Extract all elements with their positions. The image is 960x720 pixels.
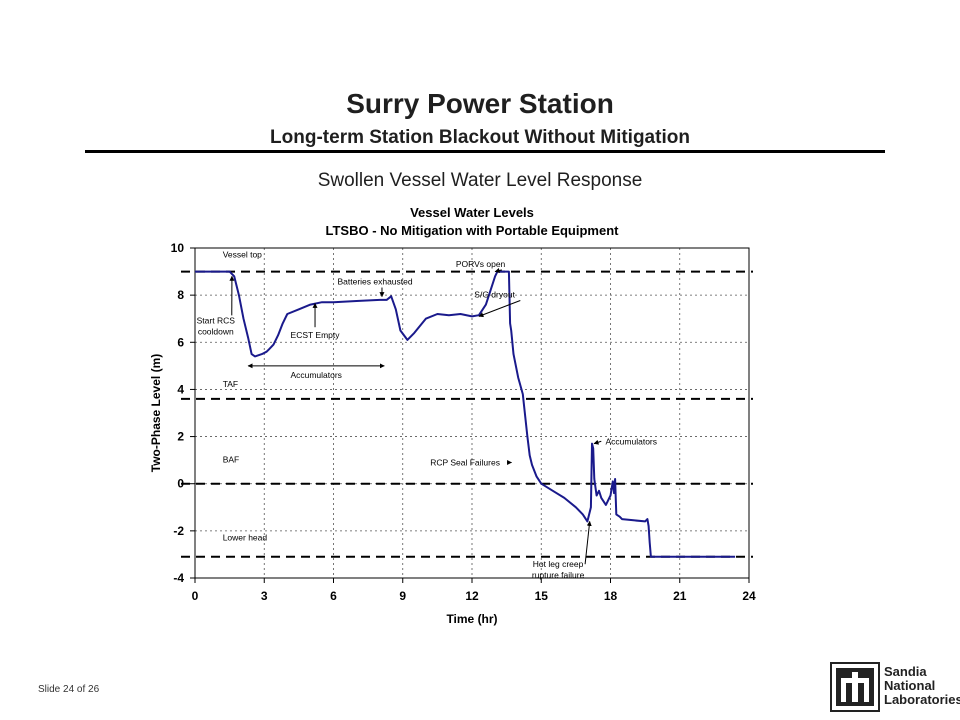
x-tick-label: 21 — [673, 589, 687, 603]
x-tick-label: 24 — [742, 589, 756, 603]
y-tick-label: 6 — [177, 335, 184, 349]
logo-line-2: National — [884, 678, 936, 693]
y-tick-label: 2 — [177, 430, 184, 444]
title-rule — [85, 150, 885, 153]
y-tick-label: 0 — [177, 477, 184, 491]
annotation-label: ECST Empty — [291, 330, 341, 340]
annotation-label: Accumulators — [606, 436, 658, 446]
x-axis-label: Time (hr) — [446, 612, 497, 626]
annotation-label: Start RCS cooldown — [197, 315, 236, 336]
x-tick-label: 18 — [604, 589, 618, 603]
annotation-label: Batteries exhausted — [337, 277, 412, 287]
logo-line-3: Laboratories — [884, 692, 960, 707]
slide-subtitle: Long-term Station Blackout Without Mitig… — [270, 127, 690, 148]
annotation-label: Hot leg creep rupture failure — [532, 559, 585, 580]
y-axis-label: Two-Phase Level (m) — [149, 354, 163, 472]
series-line — [195, 270, 736, 558]
slide-number: Slide 24 of 26 — [38, 684, 100, 695]
x-tick-label: 9 — [399, 589, 406, 603]
annotation-label: Accumulators — [290, 370, 342, 380]
x-tick-label: 0 — [192, 589, 199, 603]
annotation-arrow — [584, 520, 592, 565]
annotation-label: PORVs open — [456, 259, 506, 269]
chart-subtitle: LTSBO - No Mitigation with Portable Equi… — [326, 223, 620, 238]
y-tick-label: 4 — [177, 382, 184, 396]
annotation-label: S/G dryout — [474, 290, 515, 300]
slide-title: Surry Power Station — [346, 88, 614, 119]
logo-text: Sandia National Laboratories — [884, 665, 960, 707]
annotation-label: TAF — [223, 379, 238, 389]
chart-heading: Swollen Vessel Water Level Response — [317, 170, 643, 191]
annotation-label: Vessel top — [223, 249, 262, 259]
x-tick-label: 12 — [465, 589, 479, 603]
y-tick-label: -2 — [173, 524, 184, 538]
y-tick-label: 10 — [171, 241, 185, 255]
x-tick-label: 15 — [535, 589, 549, 603]
y-tick-label: 8 — [177, 288, 184, 302]
logo-line-1: Sandia — [884, 664, 927, 679]
annotation-arrow — [593, 439, 602, 445]
annotation-arrow — [494, 268, 502, 273]
x-tick-label: 6 — [330, 589, 337, 603]
x-tick-label: 3 — [261, 589, 268, 603]
y-tick-label: -4 — [173, 571, 184, 585]
chart-title: Vessel Water Levels — [410, 205, 534, 220]
annotation-label: RCP Seal Failures — [430, 458, 500, 468]
sandia-logo: Sandia National Laboratories — [830, 662, 960, 714]
annotation-label: BAF — [223, 455, 240, 465]
annotation-label: Lower head — [223, 532, 268, 542]
annotation-arrow — [478, 300, 521, 318]
thunderbird-icon — [830, 662, 880, 712]
